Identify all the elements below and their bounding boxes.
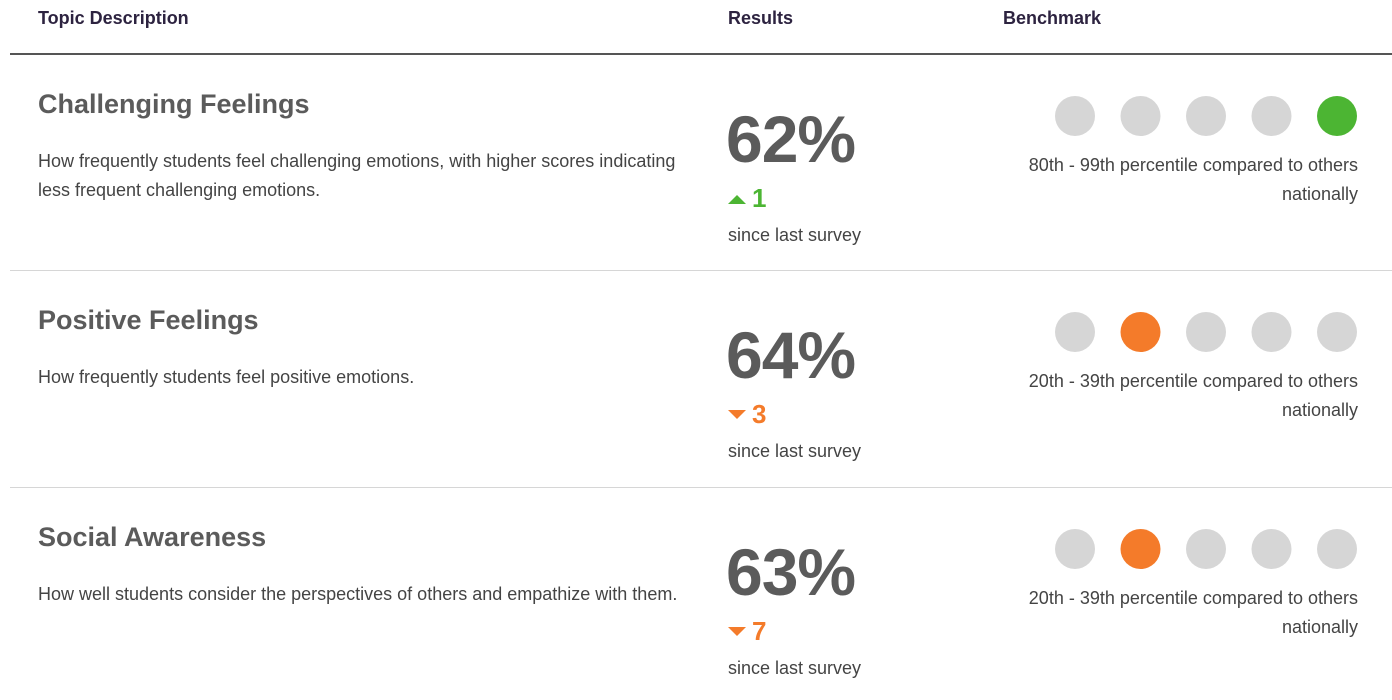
benchmark-dot [1055,312,1095,352]
topic-row: Challenging Feelings How frequently stude… [10,55,1392,271]
benchmark-dot [1251,96,1292,136]
column-header: Topic Description [38,8,189,28]
benchmark-dot [1251,312,1292,352]
topic-title: Challenging Feelings [38,89,310,119]
change-note: since last survey [728,225,862,245]
header-rule [10,53,1392,55]
topic-description: How frequently students feel challenging… [38,151,676,200]
change-value: 3 [752,399,767,429]
benchmark-dot [1120,96,1161,136]
change-value: 1 [752,183,767,213]
benchmark-dot [1120,312,1161,352]
topic-row: Positive Feelings How frequently students… [10,270,1392,487]
topic-description: How frequently students feel positive em… [38,367,415,387]
change: 7 [728,616,766,647]
change: 1 [728,183,766,214]
benchmark-dots [1055,312,1357,352]
arrow-shape [728,626,746,636]
benchmark-dot [1186,312,1226,352]
benchmark-dot [1317,96,1357,136]
benchmark-label: 20th - 39th percentile compared to other… [1028,371,1358,420]
arrow-shape [728,194,746,204]
benchmark-dots [1055,529,1357,569]
result-value: 63% [726,535,856,609]
benchmark-dot [1055,96,1095,136]
benchmark-dot [1186,529,1226,569]
change-arrow [728,409,746,419]
result-value: 62% [726,102,856,176]
change-value: 7 [752,616,767,646]
change-note: since last survey [728,441,862,461]
benchmark-dot [1317,529,1357,569]
arrow-shape [728,409,746,419]
result-value: 64% [726,318,856,392]
column-header: Benchmark [1003,8,1102,28]
topic-row: Social Awareness How well students consid… [10,487,1392,700]
change-note: since last survey [728,658,862,678]
benchmark-dots [1055,96,1357,136]
benchmark-dot [1120,529,1161,569]
change-arrow [728,194,746,204]
change-arrow [728,626,746,636]
topic-title: Positive Feelings [38,305,259,335]
benchmark-dot [1251,529,1292,569]
benchmark-dot [1055,529,1095,569]
column-header: Results [728,8,794,28]
benchmark-dot [1186,96,1226,136]
topic-title: Social Awareness [38,522,267,552]
benchmark-label: 80th - 99th percentile compared to other… [1028,155,1358,204]
change: 3 [728,399,766,430]
topic-description: How well students consider the perspecti… [38,584,678,604]
benchmark-dot [1317,312,1357,352]
benchmark-label: 20th - 39th percentile compared to other… [1028,588,1358,637]
